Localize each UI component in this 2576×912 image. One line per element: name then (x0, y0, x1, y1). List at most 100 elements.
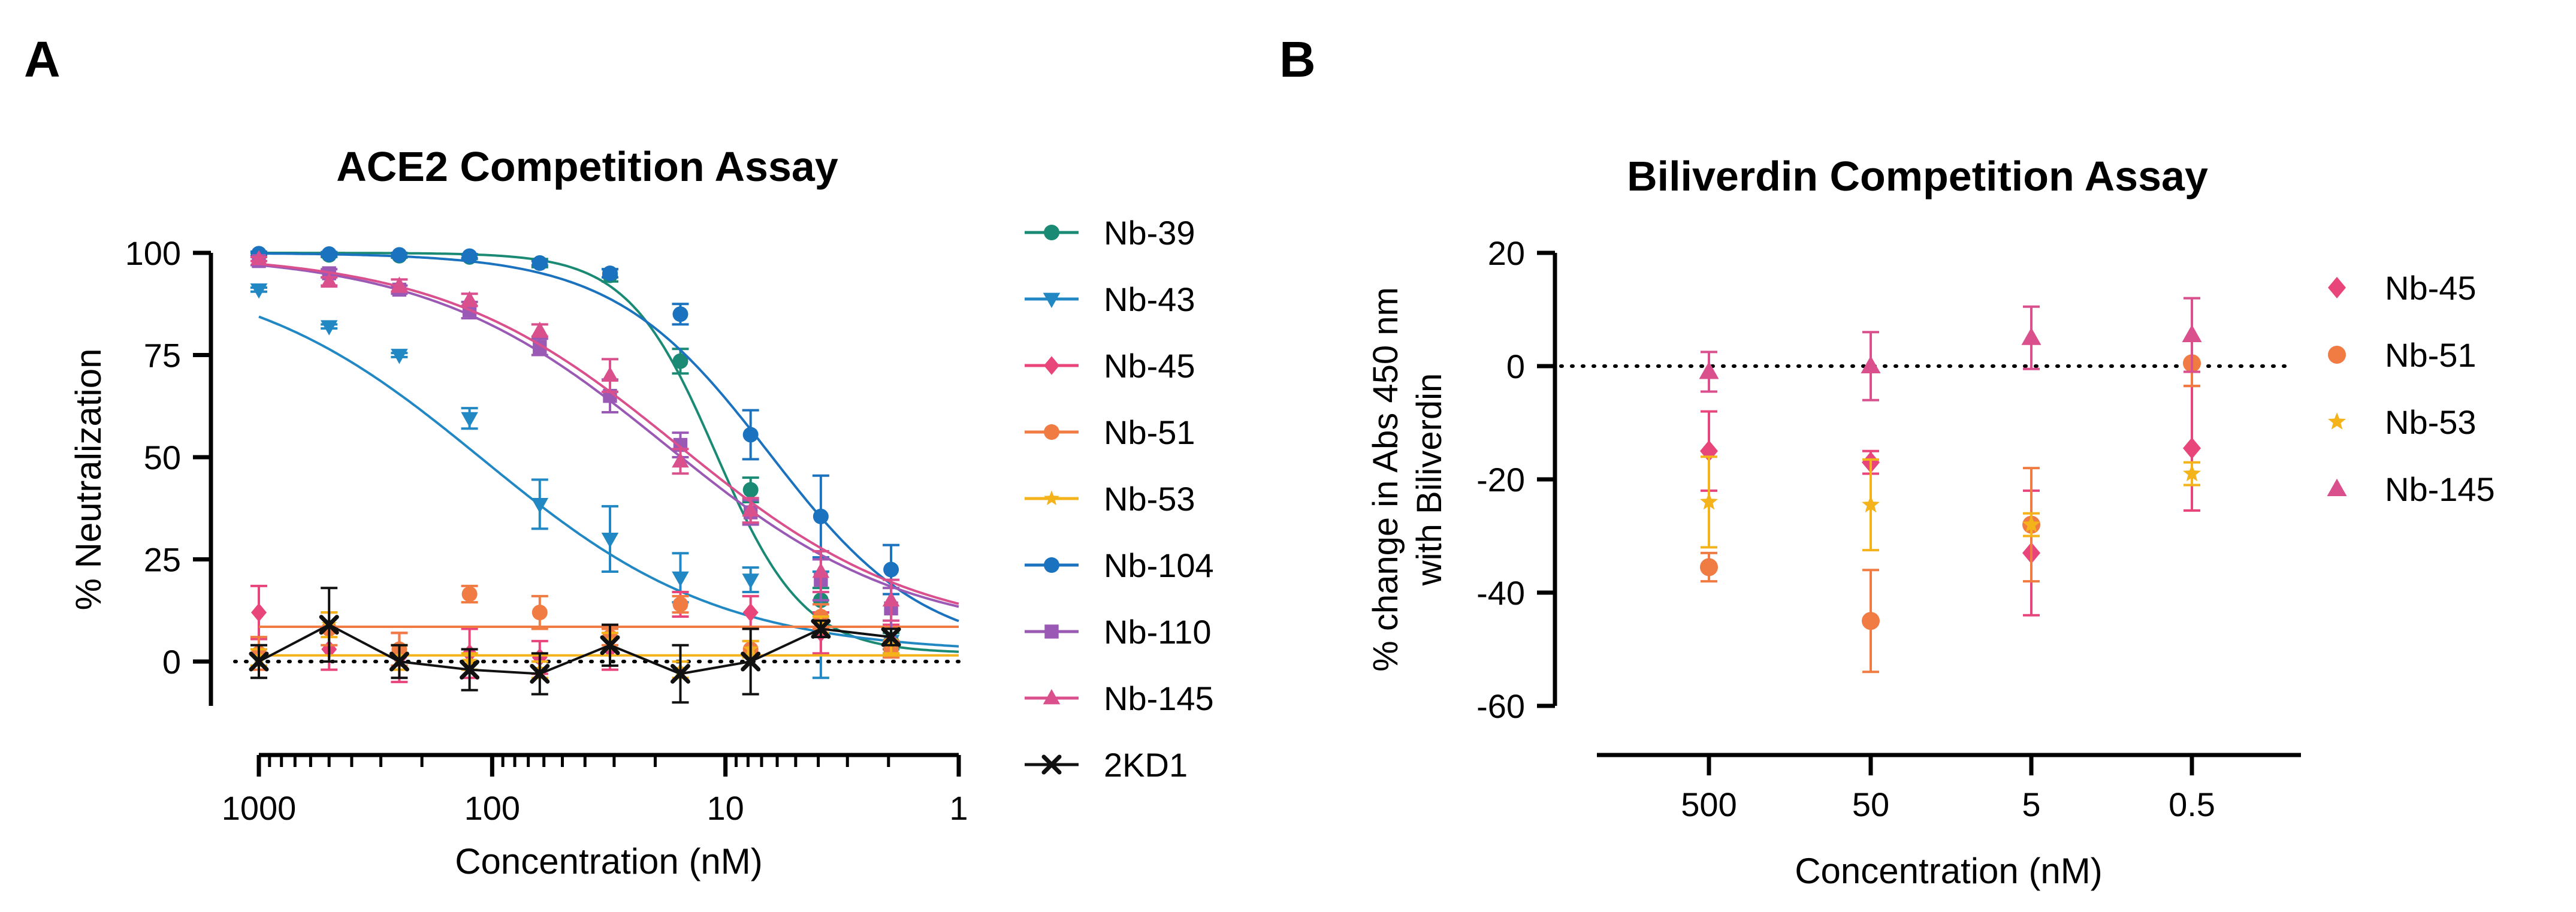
panel-a-x-label: Concentration (nM) (455, 841, 763, 881)
panel-a-series-nb-43-point-shape (320, 320, 338, 336)
panel-b-series-nb-53-point (2022, 515, 2040, 533)
panel-a-series-2kd1-point (389, 651, 409, 672)
panel-b-series-nb-145-point (2021, 327, 2042, 345)
panel-a-legend-label: Nb-39 (1104, 214, 1195, 252)
panel-b-title: Biliverdin Competition Assay (1627, 153, 2208, 200)
panel-a-series-nb-145 (250, 250, 959, 622)
panel-b-y-tick-label: 0 (1506, 348, 1525, 385)
panel-b-legend-marker-shape (2328, 412, 2346, 430)
panel-b-legend-marker-shape (2328, 277, 2346, 298)
panel-a-series-nb-104-point-shape (672, 306, 688, 322)
panel-a-legend-marker (1043, 689, 1061, 705)
panel-b-legend-label: Nb-51 (2385, 336, 2477, 374)
panel-a-series-nb-45-point (251, 603, 267, 622)
panel-b-legend-label: Nb-45 (2385, 269, 2477, 307)
panel-a-series-nb-104-point (461, 248, 478, 264)
panel-a-series-2kd1-point (741, 651, 761, 672)
panel-a-x-tick-label: 1 (949, 789, 968, 827)
panel-a-series-nb-145-point-shape (250, 250, 268, 265)
panel-b-y-label-line-2: with Biliverdin (1410, 373, 1449, 587)
panel-b-y-tick-label: -40 (1476, 574, 1525, 612)
panel-b-series-nb-51-point (1700, 558, 1718, 576)
panel-b-series-nb-53-point (1862, 495, 1880, 513)
panel-a-series-2kd1-point (319, 615, 339, 635)
panel-b-series-nb-51-point-shape (1862, 612, 1880, 630)
panel-b-label: B (1279, 31, 1316, 87)
panel-a-series-nb-43-point (461, 412, 478, 428)
panel-a-legend-marker-shape (1044, 557, 1059, 573)
panel-a-series-nb-43-point (742, 573, 759, 589)
panel-a-series-nb-145-point-shape (882, 591, 900, 607)
panel-a-legend-item-2kd1: 2KD1 (1025, 746, 1188, 784)
panel-a-legend-item-nb-53: Nb-53 (1025, 480, 1195, 518)
panel-a-series-nb-145-point-shape (531, 321, 549, 337)
panel-a-series-nb-104-point-shape (531, 255, 548, 271)
panel-a-series-nb-45-point (742, 603, 759, 622)
panel-a-series-nb-39-point-shape (672, 353, 688, 369)
panel-b-series-nb-145-point-shape (1861, 355, 1881, 373)
panel-a-legend-marker (1044, 356, 1059, 375)
panel-a-series-2kd1-point (881, 627, 901, 647)
panel-a-series-nb-51 (250, 584, 959, 671)
panel-b-series-nb-53-point (1700, 493, 1718, 510)
panel-a-series-2kd1-point (811, 618, 831, 639)
panel-a-legend-marker-shape (1044, 624, 1059, 639)
panel-a-series-nb-145-point (320, 272, 338, 288)
panel-b-series-nb-51-point-shape (1700, 558, 1718, 576)
panel-a-y-ticks: 0 25 50 75 100 (125, 234, 211, 681)
panel-a-legend-marker (1044, 557, 1059, 573)
panel-a-y-tick-label: 50 (144, 439, 181, 476)
panel-b-series-nb-45-point-shape (2183, 437, 2201, 460)
panel-b-series-nb-53-point-shape (2022, 515, 2040, 533)
panel-a-series-nb-104-point (672, 306, 688, 322)
panel-a-legend-marker-shape (1041, 754, 1062, 775)
panel-a-legend-item-nb-110: Nb-110 (1025, 613, 1212, 651)
panel-a-legend-label: Nb-104 (1104, 546, 1214, 584)
panel-b-y-ticks: 20 0 -20 -40 -60 (1476, 234, 1555, 725)
panel-b-series-nb-145-point (2182, 324, 2202, 343)
panel-b-legend-marker-shape (2328, 346, 2346, 364)
panel-b-series-nb-53-point (2183, 464, 2201, 482)
panel-b-x-tick-label: 5 (2022, 786, 2040, 823)
panel-a-series-nb-104-point-shape (391, 247, 407, 263)
panel-a-series-2kd1-point (600, 635, 620, 656)
panel-a-series-nb-51-point-shape (461, 586, 478, 602)
panel-a-series-nb-145-point-shape (391, 276, 408, 292)
panel-a-x-axis: 1000 100 10 1 Concentration (nM) (222, 753, 968, 881)
panel-b-y-tick-label: -20 (1476, 461, 1525, 499)
panel-b-x-tick-label: 500 (1681, 786, 1737, 823)
panel-a-series-nb-145-point-shape (601, 366, 619, 382)
panel-b-legend-item-nb-53: Nb-53 (2328, 403, 2477, 441)
panel-a-series-nb-104-point (602, 265, 618, 282)
panel-a-series-nb-39-point (742, 482, 759, 498)
panel-b-series-nb-145-point (1861, 355, 1881, 373)
panel-a-legend-label: Nb-110 (1104, 613, 1212, 651)
panel-a-series-nb-145-point (812, 563, 830, 578)
panel-a-series-nb-43-fit-line (258, 315, 959, 648)
panel-a-series-nb-51-point-shape (531, 605, 548, 621)
panel-a-series-nb-43-point-shape (250, 283, 268, 299)
panel-a-y-label: % Neutralization (68, 349, 108, 611)
panel-a-series-2kd1-point (249, 651, 269, 672)
panel-a-legend-marker-shape (1043, 689, 1061, 705)
panel-a-legend-marker-shape (1044, 424, 1059, 440)
panel-a-series-nb-39-point-shape (742, 482, 759, 498)
panel-b-legend-marker (2328, 412, 2346, 430)
panel-a-series-nb-104-point (883, 561, 899, 578)
panel-a-legend-marker (1041, 754, 1062, 775)
panel-a-series-2kd1-point-shape (530, 663, 550, 684)
panel-a-legend-label: Nb-45 (1104, 347, 1195, 385)
panel-b-series-nb-53-point-shape (2183, 464, 2201, 482)
panel-b-series-nb-145-point-shape (2182, 324, 2202, 343)
panel-a-series-2kd1-point (670, 663, 690, 684)
panel-a-x-tick-label: 1000 (222, 789, 297, 827)
panel-a-legend-item-nb-45: Nb-45 (1025, 347, 1195, 385)
panel-a-series-nb-104-point-shape (813, 508, 829, 524)
panel-b-series-nb-145-point (1699, 361, 1719, 379)
panel-a-series-nb-145-point (391, 276, 408, 292)
panel-b-legend-marker (2327, 478, 2347, 496)
panel-a-series-nb-39-point (672, 353, 688, 369)
panel-a-series-nb-104-fit-line (259, 252, 959, 623)
panel-a-legend-label: Nb-53 (1104, 480, 1195, 518)
